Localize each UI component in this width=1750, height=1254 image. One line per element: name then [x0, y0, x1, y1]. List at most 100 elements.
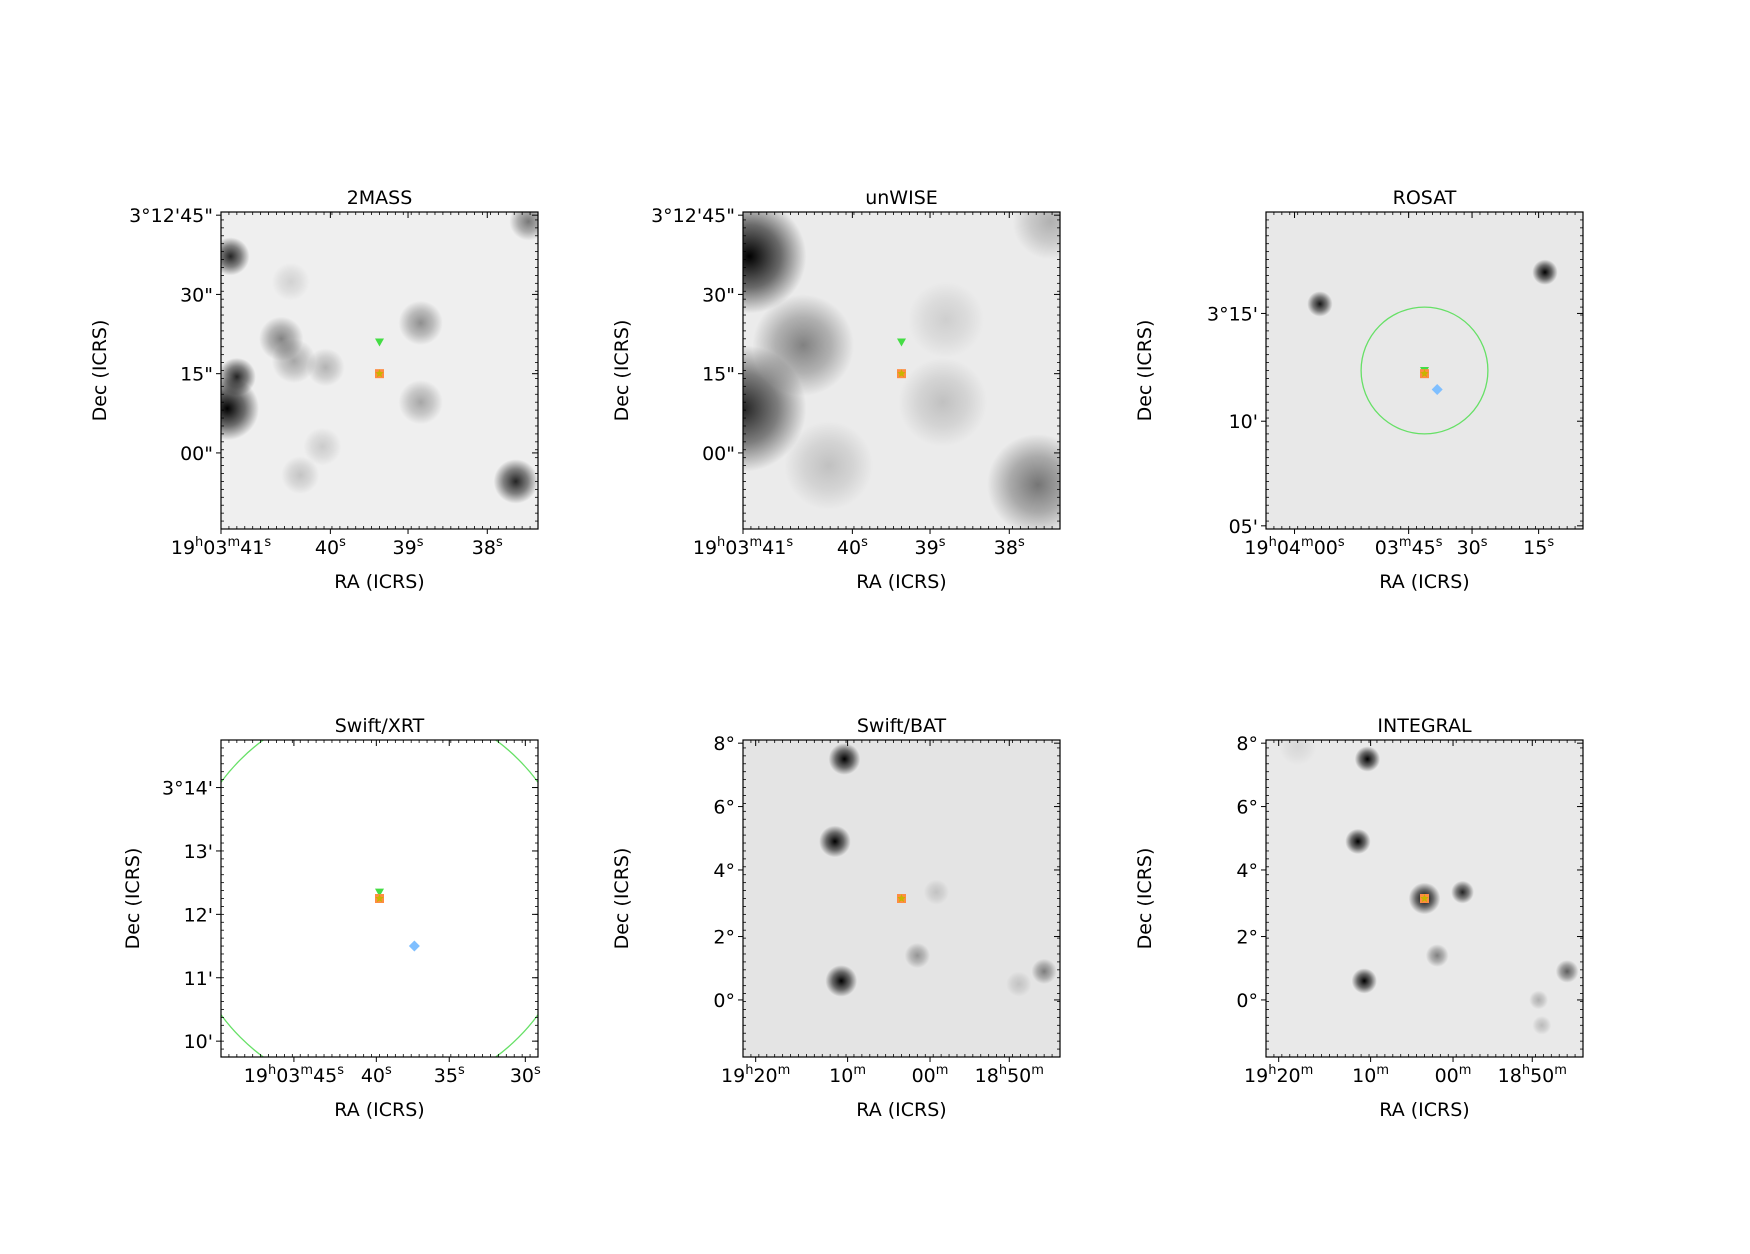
x-tick-label: 19h03m41s — [171, 535, 271, 559]
y-tick-label: 3°15' — [1207, 303, 1258, 325]
tick-unit-superscript: m — [1459, 1063, 1472, 1078]
image-source-blob — [1532, 1015, 1552, 1035]
image-source-blob — [923, 879, 950, 905]
tick-unit-superscript: s — [417, 535, 424, 550]
y-tick-label: 11' — [184, 968, 213, 990]
image-source-blob — [828, 743, 861, 775]
x-tick-label: 00m — [912, 1063, 949, 1087]
x-tick-label: 19h03m45s — [244, 1063, 344, 1087]
tick-unit-superscript: m — [778, 1063, 791, 1078]
tick-unit-superscript: m — [936, 1063, 949, 1078]
tick-value: 18 — [1498, 1065, 1522, 1087]
image-source-blob — [306, 348, 345, 387]
panel-swift-bat: 19h20m 10m 00m 18h50m8°6°4°2°0°Swift/BATRA … — [611, 715, 1061, 1121]
x-tick-label: 00m — [1435, 1063, 1472, 1087]
image-source-blob — [819, 825, 851, 858]
tick-unit-superscript: h — [1522, 1063, 1530, 1078]
tick-unit-superscript: m — [1554, 1063, 1567, 1078]
x-axis-label: RA (ICRS) — [1379, 571, 1469, 593]
y-tick-label: 0° — [713, 990, 735, 1012]
tick-value: 38 — [472, 537, 496, 559]
x-tick-label: 40s — [837, 535, 868, 559]
tick-unit-superscript: h — [195, 535, 203, 550]
tick-value: 04 — [1277, 537, 1301, 559]
image-source-blob — [1354, 746, 1381, 772]
y-axis-label: Dec (ICRS) — [1134, 320, 1156, 422]
y-tick-label: 30" — [180, 284, 213, 306]
star-marker — [1420, 369, 1429, 378]
minor-ticks — [221, 212, 538, 529]
image-source-blob — [1307, 291, 1333, 317]
tick-value: 03 — [725, 537, 749, 559]
tick-value: 19 — [693, 537, 717, 559]
triangle-marker — [375, 338, 384, 347]
tick-unit-superscript: h — [717, 535, 725, 550]
tick-value: 40 — [315, 537, 339, 559]
x-axis-label: RA (ICRS) — [856, 1099, 946, 1121]
y-tick-label: 3°12'45" — [129, 205, 213, 227]
y-tick-label: 15" — [702, 364, 735, 386]
panel-title: Swift/BAT — [857, 715, 947, 737]
tick-unit-superscript: m — [1301, 535, 1314, 550]
y-tick-label: 10' — [184, 1031, 213, 1053]
tick-unit-superscript: h — [268, 1063, 276, 1078]
tick-unit-superscript: h — [999, 1063, 1007, 1078]
minor-ticks — [1266, 740, 1583, 1057]
tick-value: 19 — [721, 1065, 745, 1087]
tick-value: 19 — [1244, 537, 1268, 559]
image-source-blob — [1278, 740, 1317, 766]
x-tick-label: 19h20m — [721, 1063, 790, 1087]
x-axis-label: RA (ICRS) — [334, 571, 424, 593]
tick-value: 39 — [915, 537, 939, 559]
panel-unwise: 19h03m41s 40s 39s 38s3°12'45"30"15"00"unWIS… — [611, 187, 1061, 593]
x-tick-label: 03m45s — [1375, 535, 1443, 559]
x-tick-label: 19h20m — [1244, 1063, 1313, 1087]
tick-value: 45 — [313, 1065, 337, 1087]
x-tick-label: 40s — [315, 535, 346, 559]
image-source-blob — [1006, 971, 1032, 997]
x-tick-label: 18h50m — [975, 1063, 1044, 1087]
diamond-marker — [408, 940, 420, 952]
x-tick-label: 30s — [1457, 535, 1488, 559]
tick-value: 03 — [1375, 537, 1399, 559]
triangle-marker — [375, 888, 384, 897]
tick-value: 00 — [1314, 537, 1338, 559]
x-tick-label: 19h04m00s — [1244, 535, 1344, 559]
image-source-blob — [1451, 880, 1474, 904]
image-content — [819, 743, 1057, 997]
tick-unit-superscript: m — [1376, 1063, 1389, 1078]
tick-value: 50 — [1007, 1065, 1031, 1087]
image-source-blob — [1555, 959, 1579, 983]
x-tick-label: 10m — [829, 1063, 866, 1087]
panel-title: ROSAT — [1393, 187, 1457, 209]
error-circle — [1360, 306, 1489, 435]
tick-value: 41 — [240, 537, 264, 559]
y-tick-label: 30" — [702, 284, 735, 306]
image-source-blob — [281, 456, 320, 495]
x-tick-label: 35s — [434, 1063, 465, 1087]
image-source-blob — [509, 212, 538, 241]
tick-value: 20 — [1276, 1065, 1300, 1087]
x-tick-label: 18h50m — [1498, 1063, 1567, 1087]
x-tick-label: 10m — [1352, 1063, 1389, 1087]
tick-unit-superscript: m — [227, 535, 240, 550]
tick-unit-superscript: s — [861, 535, 868, 550]
tick-unit-superscript: h — [1269, 535, 1277, 550]
tick-value: 03 — [203, 537, 227, 559]
tick-unit-superscript: s — [1338, 535, 1345, 550]
y-tick-label: 6° — [1236, 797, 1258, 819]
tick-value: 35 — [434, 1065, 458, 1087]
tick-value: 19 — [244, 1065, 268, 1087]
tick-value: 40 — [361, 1065, 385, 1087]
image-source-blob — [1351, 968, 1377, 994]
tick-unit-superscript: h — [745, 1063, 753, 1078]
image-source-blob — [1532, 259, 1558, 285]
y-tick-label: 10' — [1229, 411, 1258, 433]
image-source-blob — [303, 427, 342, 466]
panel-title: Swift/XRT — [335, 715, 425, 737]
image-source-blob — [752, 294, 854, 396]
x-tick-label: 40s — [361, 1063, 392, 1087]
panel-swift-xrt: 19h03m45s 40s 35s 30s3°14'13'12'11'10'Swift… — [122, 715, 541, 1121]
panel-title: 2MASS — [347, 187, 413, 209]
y-tick-label: 3°12'45" — [651, 205, 735, 227]
